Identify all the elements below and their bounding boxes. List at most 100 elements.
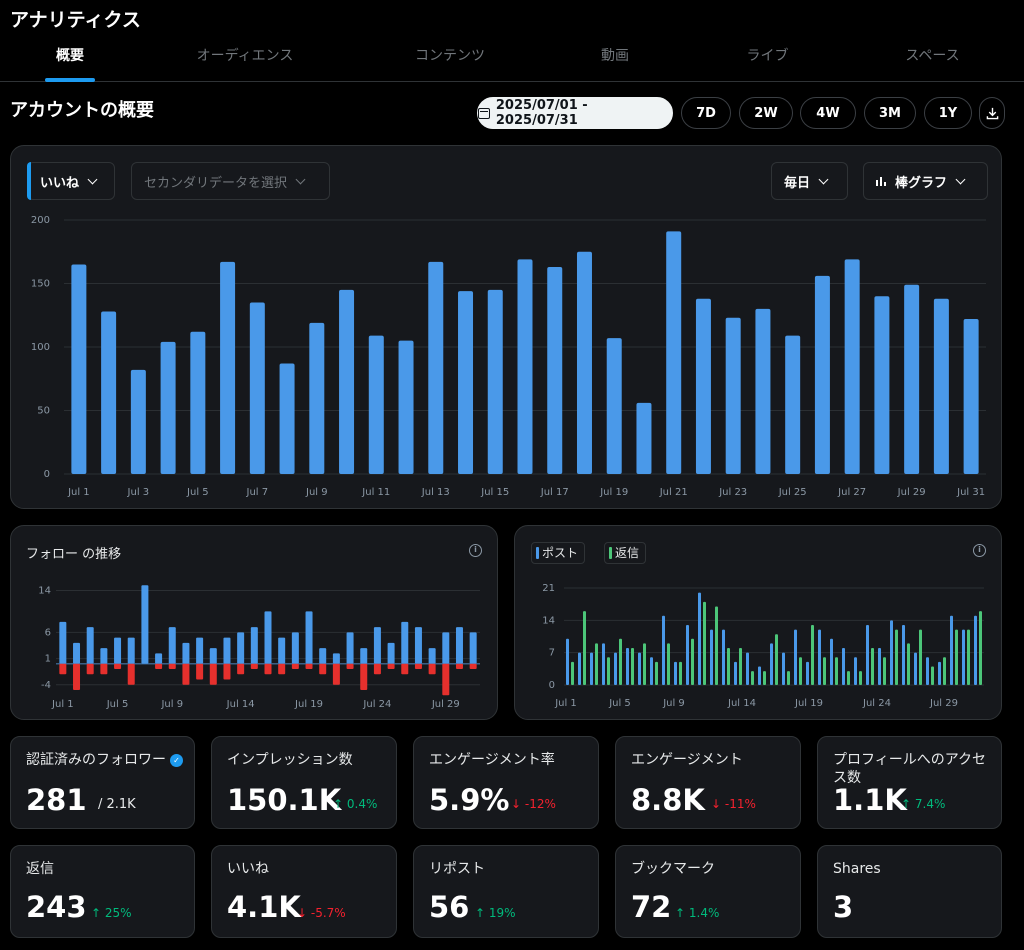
legend-posts[interactable]: ポスト bbox=[531, 542, 586, 564]
bar bbox=[874, 296, 890, 474]
bar-reply bbox=[739, 648, 742, 685]
bar-unfollow bbox=[114, 663, 122, 670]
bar-follow bbox=[332, 653, 340, 664]
bar-reply bbox=[691, 638, 694, 685]
bar-post bbox=[974, 615, 977, 685]
stat-label: Shares bbox=[833, 861, 881, 877]
stat-value: 1.1K bbox=[833, 783, 907, 817]
tab-audience[interactable]: オーディエンス bbox=[180, 36, 310, 82]
date-range-button[interactable]: 2025/07/01 - 2025/07/31 bbox=[477, 97, 673, 129]
tab-video[interactable]: 動画 bbox=[585, 36, 645, 82]
bar-follow bbox=[291, 632, 299, 664]
x-tick-label: Jul 11 bbox=[361, 487, 390, 498]
stat-card-verified-followers: 認証済みのフォロワー ✓ 281 / 2.1K bbox=[10, 736, 195, 829]
x-tick-label: Jul 23 bbox=[718, 487, 747, 498]
bar-follow bbox=[209, 648, 217, 664]
stat-label-text: 認証済みのフォロワー bbox=[26, 752, 166, 768]
bar-follow bbox=[360, 648, 368, 664]
range-2w-button[interactable]: 2W bbox=[739, 97, 793, 129]
bar-reply bbox=[859, 671, 862, 685]
stat-label: プロフィールへのアクセス数 bbox=[833, 752, 987, 786]
stat-delta-value: 0.4% bbox=[346, 797, 378, 811]
info-icon[interactable]: i bbox=[973, 544, 986, 557]
bar-post bbox=[566, 638, 569, 685]
tab-label: コンテンツ bbox=[415, 48, 485, 64]
x-tick-label: Jul 19 bbox=[294, 699, 323, 710]
bar-post bbox=[650, 657, 653, 685]
stat-card-shares: Shares 3 bbox=[817, 845, 1002, 938]
bar-unfollow bbox=[264, 663, 272, 675]
stat-card-engagement-rate: エンゲージメント率 5.9% ↓ -12% bbox=[413, 736, 599, 829]
x-tick-label: Jul 29 bbox=[431, 699, 460, 710]
bar bbox=[785, 335, 801, 474]
y-tick-label: 14 bbox=[38, 585, 51, 596]
tab-live[interactable]: ライブ bbox=[735, 36, 800, 82]
interval-label: 毎日 bbox=[784, 175, 811, 191]
bar-reply bbox=[715, 606, 718, 685]
bar-reply bbox=[943, 657, 946, 685]
legend-replies[interactable]: 返信 bbox=[604, 542, 647, 564]
y-tick-label: 21 bbox=[542, 583, 555, 594]
stat-label: ブックマーク bbox=[631, 861, 715, 877]
stat-delta: ↑ 1.4% bbox=[675, 906, 720, 920]
bar-follow bbox=[387, 642, 395, 664]
tab-content[interactable]: コンテンツ bbox=[400, 36, 500, 82]
secondary-metric-select[interactable]: セカンダリデータを選択 bbox=[131, 162, 330, 200]
range-3m-button[interactable]: 3M bbox=[864, 97, 916, 129]
bar-reply bbox=[667, 643, 670, 685]
range-7d-button[interactable]: 7D bbox=[681, 97, 731, 129]
stat-delta: ↓ -12% bbox=[511, 797, 556, 811]
stat-label: いいね bbox=[227, 861, 269, 877]
bar-post bbox=[938, 661, 941, 685]
stat-delta-value: -5.7% bbox=[310, 906, 346, 920]
stat-card-engagement: エンゲージメント 8.8K ↓ -11% bbox=[615, 736, 801, 829]
bar-follow bbox=[100, 648, 108, 664]
y-tick-label: 1 bbox=[45, 654, 51, 665]
bar-follow bbox=[278, 637, 286, 664]
bar-post bbox=[770, 643, 773, 685]
bar-reply bbox=[979, 611, 982, 685]
bar bbox=[130, 369, 146, 474]
stat-total: / 2.1K bbox=[98, 797, 136, 812]
interval-select[interactable]: 毎日 bbox=[771, 162, 848, 200]
bar-reply bbox=[619, 638, 622, 685]
range-4w-button[interactable]: 4W bbox=[800, 97, 856, 129]
y-tick-label: 0 bbox=[44, 469, 50, 480]
stat-delta-value: 1.4% bbox=[688, 906, 720, 920]
bar bbox=[755, 308, 771, 474]
primary-metric-select[interactable]: いいね bbox=[27, 162, 115, 200]
bar-reply bbox=[871, 648, 874, 685]
x-tick-label: Jul 9 bbox=[305, 487, 328, 498]
stat-label: エンゲージメント bbox=[631, 752, 743, 768]
chart-type-select[interactable]: 棒グラフ bbox=[863, 162, 988, 200]
x-tick-label: Jul 5 bbox=[608, 698, 631, 709]
tab-spaces[interactable]: スペース bbox=[890, 36, 975, 82]
bar-post bbox=[818, 629, 821, 685]
bar-unfollow bbox=[305, 663, 313, 670]
bar-follow bbox=[196, 637, 204, 664]
bar-follow bbox=[59, 621, 67, 664]
bar-follow bbox=[401, 621, 409, 664]
bar-post bbox=[806, 661, 809, 685]
range-1y-button[interactable]: 1Y bbox=[924, 97, 972, 129]
bar-post bbox=[962, 629, 965, 685]
bar-post bbox=[698, 592, 701, 685]
bar-unfollow bbox=[100, 663, 108, 675]
bar-unfollow bbox=[59, 663, 67, 675]
follow-bar-chart: -4 1 6 14 Jul 1 Jul 5 Jul 9 Jul 14 Jul 19 Jul 24 J… bbox=[38, 585, 480, 710]
secondary-metric-placeholder: セカンダリデータを選択 bbox=[144, 175, 288, 191]
bar-post bbox=[758, 666, 761, 685]
page-title: アナリティクス bbox=[10, 9, 141, 31]
y-tick-label: -4 bbox=[41, 680, 51, 691]
tab-label: 動画 bbox=[601, 48, 629, 64]
bar-reply bbox=[655, 661, 658, 685]
bar bbox=[220, 261, 236, 474]
bar-follow bbox=[455, 627, 463, 664]
download-button[interactable] bbox=[979, 97, 1005, 129]
verified-badge-icon: ✓ bbox=[170, 753, 183, 767]
bar-follow bbox=[305, 611, 313, 664]
bar bbox=[933, 298, 949, 474]
y-tick-label: 14 bbox=[542, 615, 555, 626]
tab-overview[interactable]: 概要 bbox=[45, 36, 95, 82]
info-icon[interactable]: i bbox=[469, 544, 482, 557]
